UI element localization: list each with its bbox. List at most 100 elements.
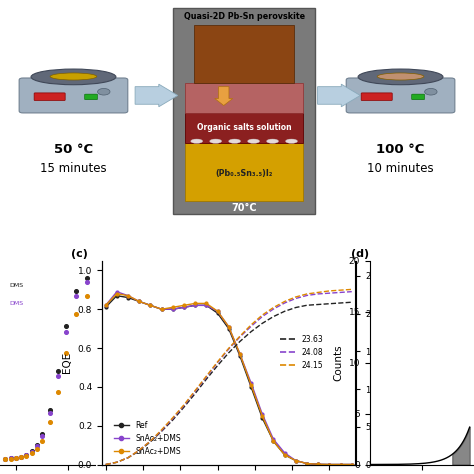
Point xyxy=(7,455,14,462)
FancyArrow shape xyxy=(318,84,360,107)
Text: Organic salts solution: Organic salts solution xyxy=(197,123,292,132)
Ref xyxy=(215,310,220,316)
Point xyxy=(46,406,54,413)
Point xyxy=(62,328,70,336)
Point xyxy=(38,437,46,445)
Y-axis label: Counts: Counts xyxy=(333,344,343,381)
Text: 15 minutes: 15 minutes xyxy=(40,162,107,175)
Ref xyxy=(349,462,355,467)
SnAc₂+DMS xyxy=(215,308,220,314)
Point xyxy=(54,372,62,380)
SnAc₂+DMS xyxy=(338,462,344,467)
Ellipse shape xyxy=(228,139,241,143)
SnAc₂+DMS xyxy=(248,380,254,386)
Point xyxy=(73,310,80,318)
Ellipse shape xyxy=(358,69,443,85)
SnAc₂+DMS xyxy=(181,302,187,308)
Ref xyxy=(147,302,153,308)
Circle shape xyxy=(425,89,437,95)
SnAc₂+DMS xyxy=(271,438,276,444)
FancyBboxPatch shape xyxy=(19,78,128,113)
SnAc₂+DMS xyxy=(125,293,131,299)
Point xyxy=(54,388,62,396)
Line: SnAc₂+DMS: SnAc₂+DMS xyxy=(104,292,353,466)
SnAc₂+DMS xyxy=(181,304,187,310)
Bar xyxy=(185,83,303,113)
FancyBboxPatch shape xyxy=(361,93,392,100)
SnAc₂+DMS xyxy=(226,324,231,329)
Ref xyxy=(271,438,276,444)
Point xyxy=(38,430,46,438)
Ref xyxy=(192,302,198,308)
FancyBboxPatch shape xyxy=(412,94,425,100)
Point xyxy=(12,454,19,462)
SnAc₂+DMS xyxy=(259,413,265,419)
Text: 70°C: 70°C xyxy=(231,203,257,213)
SnAc₂+DMS xyxy=(293,458,299,464)
Point xyxy=(1,455,9,463)
Point xyxy=(83,278,91,286)
SnAc₂+DMS xyxy=(215,308,220,314)
Point xyxy=(38,432,46,440)
Text: 10 minutes: 10 minutes xyxy=(367,162,434,175)
Point xyxy=(17,453,25,461)
SnAc₂+DMS xyxy=(125,293,131,299)
Bar xyxy=(185,143,303,201)
SnAc₂+DMS xyxy=(349,462,355,467)
FancyBboxPatch shape xyxy=(346,78,455,113)
Ref xyxy=(226,326,231,331)
Circle shape xyxy=(98,89,110,95)
Ref xyxy=(237,353,243,359)
SnAc₂+DMS xyxy=(282,452,288,458)
Ellipse shape xyxy=(191,139,203,143)
Point xyxy=(33,443,41,450)
Point xyxy=(23,452,30,460)
Legend: 23.63, 24.08, 24.15: 23.63, 24.08, 24.15 xyxy=(277,332,326,373)
SnAc₂+DMS xyxy=(315,462,321,467)
Ref xyxy=(170,306,175,312)
FancyArrow shape xyxy=(135,84,178,107)
Point xyxy=(46,410,54,417)
SnAc₂+DMS xyxy=(349,462,355,467)
Text: DMS: DMS xyxy=(9,283,23,288)
SnAc₂+DMS xyxy=(271,437,276,442)
Ref xyxy=(125,295,131,301)
SnAc₂+DMS xyxy=(304,461,310,466)
Ellipse shape xyxy=(31,69,116,85)
Bar xyxy=(173,8,315,213)
SnAc₂+DMS xyxy=(315,462,321,467)
Text: DMS: DMS xyxy=(9,301,23,306)
SnAc₂+DMS xyxy=(159,306,164,312)
SnAc₂+DMS xyxy=(248,382,254,388)
SnAc₂+DMS xyxy=(103,302,109,308)
Point xyxy=(62,349,70,356)
Ref xyxy=(181,304,187,310)
Text: (Pb₀.₅Sn₃.₅)I₂: (Pb₀.₅Sn₃.₅)I₂ xyxy=(215,169,273,178)
SnAc₂+DMS xyxy=(114,291,119,297)
SnAc₂+DMS xyxy=(237,351,243,357)
Ref xyxy=(293,458,299,464)
Point xyxy=(17,454,25,461)
Point xyxy=(28,448,36,456)
Point xyxy=(23,451,30,458)
Ellipse shape xyxy=(50,73,97,80)
Text: 50 °C: 50 °C xyxy=(54,143,93,156)
Point xyxy=(12,454,19,461)
Point xyxy=(7,455,14,463)
SnAc₂+DMS xyxy=(203,302,209,308)
Point xyxy=(23,452,30,459)
SnAc₂+DMS xyxy=(226,324,231,329)
Y-axis label: Integrated $J_{sc}$ (mA/cm$^2$): Integrated $J_{sc}$ (mA/cm$^2$) xyxy=(381,313,396,412)
Text: 100 °C: 100 °C xyxy=(376,143,425,156)
Point xyxy=(1,455,9,463)
Text: Quasi-2D Pb-Sn perovskite: Quasi-2D Pb-Sn perovskite xyxy=(183,12,305,21)
Ref xyxy=(327,462,332,467)
Ref xyxy=(315,462,321,467)
Point xyxy=(73,287,80,295)
Ref xyxy=(114,293,119,299)
SnAc₂+DMS xyxy=(137,299,142,304)
SnAc₂+DMS xyxy=(327,462,332,467)
Point xyxy=(73,292,80,300)
FancyBboxPatch shape xyxy=(85,94,98,100)
SnAc₂+DMS xyxy=(137,299,142,304)
